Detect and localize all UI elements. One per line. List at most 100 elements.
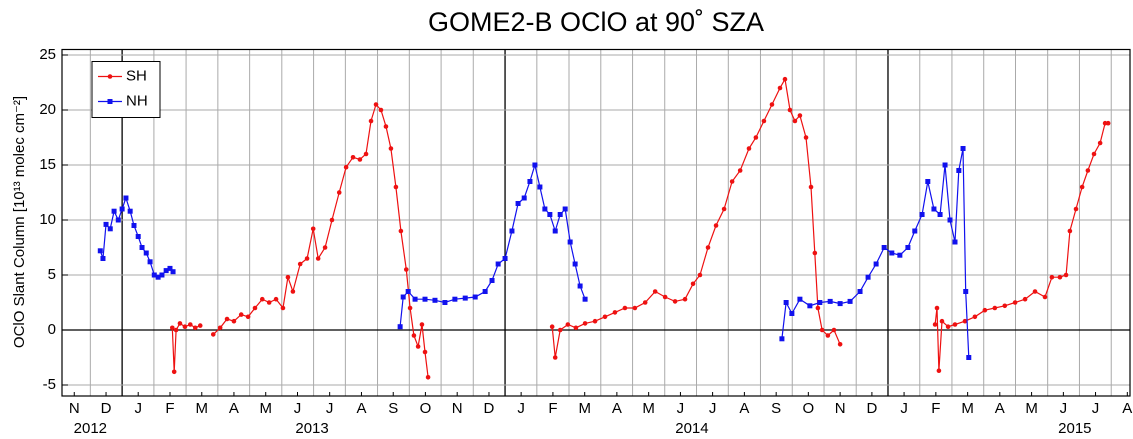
- marker: [452, 296, 458, 302]
- x-tick-label: J: [677, 400, 685, 417]
- marker: [515, 201, 521, 206]
- marker: [952, 239, 958, 245]
- marker: [705, 245, 711, 250]
- marker: [155, 274, 161, 280]
- marker: [159, 272, 165, 278]
- marker: [1042, 294, 1048, 300]
- marker: [960, 146, 966, 151]
- marker: [746, 146, 752, 151]
- x-tick-label: M: [961, 400, 974, 417]
- marker: [532, 162, 538, 168]
- marker: [363, 151, 369, 157]
- x-tick-label: A: [739, 400, 749, 417]
- marker: [177, 321, 183, 326]
- marker: [577, 283, 583, 289]
- marker: [803, 135, 809, 140]
- x-tick-label: O: [420, 400, 432, 417]
- marker: [259, 296, 265, 302]
- marker: [919, 212, 925, 217]
- marker: [403, 267, 409, 272]
- marker: [819, 327, 825, 333]
- marker: [582, 321, 588, 326]
- marker: [865, 274, 871, 280]
- marker: [169, 325, 175, 331]
- x-tick-label: N: [69, 400, 80, 417]
- marker: [245, 314, 251, 320]
- x-tick-label: J: [709, 400, 717, 417]
- x-tick-label: A: [229, 400, 239, 417]
- marker: [966, 355, 972, 360]
- marker: [315, 256, 321, 261]
- x-tick-label: M: [196, 400, 209, 417]
- marker: [336, 190, 342, 195]
- marker: [690, 281, 696, 287]
- marker: [652, 289, 658, 294]
- marker: [737, 168, 743, 173]
- year-label: 2013: [295, 420, 328, 437]
- x-tick-label: J: [1060, 400, 1068, 417]
- marker: [100, 256, 106, 261]
- marker: [238, 312, 244, 317]
- marker: [931, 206, 937, 212]
- x-tick-label: A: [356, 400, 366, 417]
- marker: [252, 305, 258, 311]
- marker: [945, 324, 951, 330]
- marker: [761, 118, 767, 124]
- marker: [425, 375, 431, 380]
- marker: [135, 234, 141, 239]
- marker: [422, 349, 428, 355]
- marker: [889, 250, 895, 256]
- series-line: [212, 103, 429, 378]
- x-tick-label: O: [803, 400, 815, 417]
- legend-box: [91, 61, 161, 118]
- marker: [393, 184, 399, 190]
- marker: [934, 305, 940, 311]
- marker: [925, 179, 931, 184]
- marker: [304, 256, 310, 261]
- marker: [231, 318, 237, 324]
- marker: [495, 261, 501, 267]
- marker: [197, 323, 203, 328]
- marker: [398, 228, 404, 234]
- series-line: [399, 162, 586, 327]
- marker: [397, 324, 403, 330]
- x-tick-label: J: [1092, 400, 1100, 417]
- marker: [472, 294, 478, 300]
- y-tick-label: 15: [39, 156, 56, 173]
- marker: [837, 301, 843, 307]
- marker: [502, 256, 508, 261]
- marker: [713, 223, 719, 228]
- marker: [857, 289, 863, 294]
- marker: [963, 289, 969, 294]
- marker: [1073, 206, 1079, 212]
- marker: [1012, 300, 1018, 305]
- y-tick-label: 20: [39, 101, 56, 118]
- year-label: 2012: [74, 420, 107, 437]
- marker: [167, 265, 173, 271]
- marker: [383, 124, 389, 129]
- marker: [982, 307, 988, 313]
- x-tick-label: J: [134, 400, 142, 417]
- x-tick-label: J: [294, 400, 302, 417]
- marker: [119, 206, 125, 212]
- marker: [273, 296, 279, 302]
- marker: [847, 298, 853, 304]
- marker: [632, 305, 638, 311]
- marker: [672, 299, 678, 304]
- marker: [368, 118, 374, 124]
- marker: [549, 324, 555, 330]
- marker: [562, 206, 568, 212]
- x-tick-label: M: [1025, 400, 1038, 417]
- marker: [552, 355, 558, 360]
- marker: [147, 259, 153, 265]
- marker: [412, 296, 418, 302]
- marker: [837, 342, 843, 347]
- marker: [897, 252, 903, 258]
- marker: [388, 146, 394, 151]
- marker: [107, 99, 113, 104]
- marker: [407, 305, 413, 311]
- marker: [936, 368, 942, 374]
- marker: [547, 212, 553, 217]
- marker: [266, 300, 272, 305]
